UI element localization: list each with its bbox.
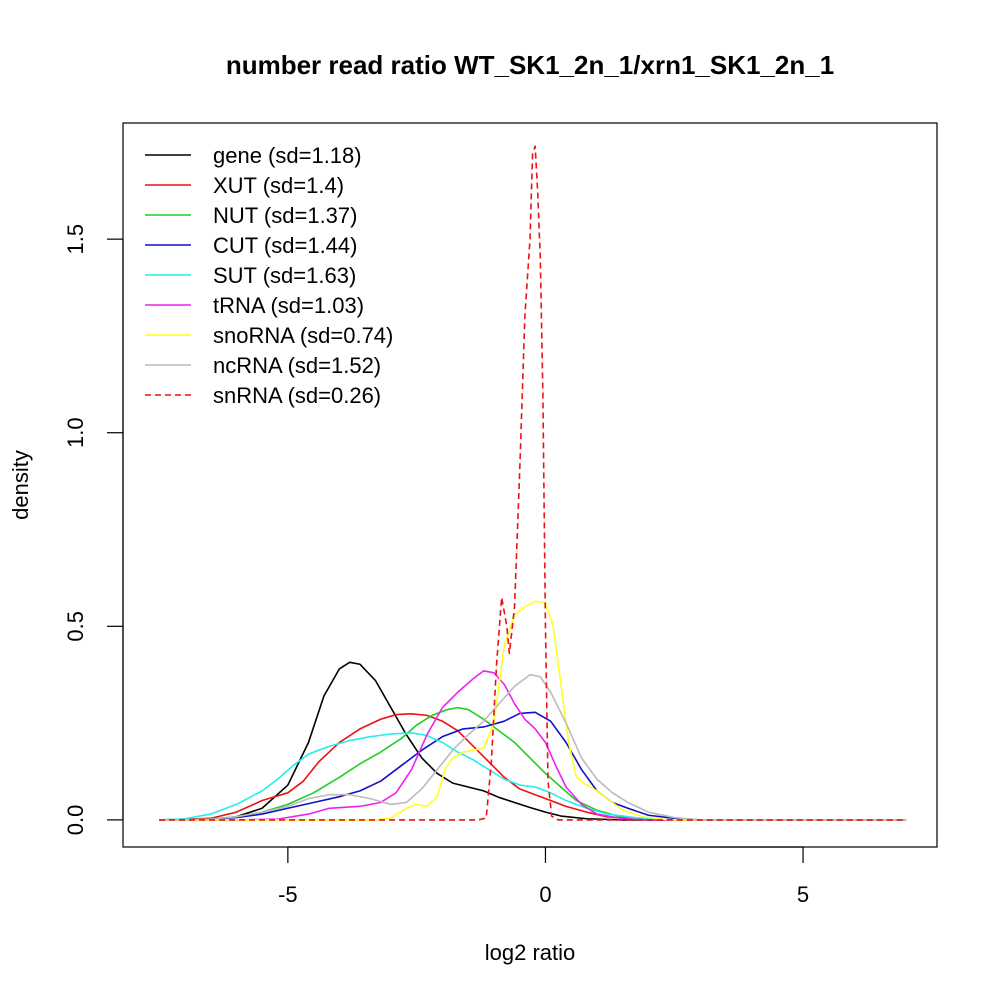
series-line-1 (159, 713, 907, 821)
y-tick-label-0: 0.0 (63, 805, 88, 836)
series-line-5 (159, 670, 907, 821)
y-tick-label-2: 1.0 (63, 417, 88, 448)
x-axis-label: log2 ratio (485, 940, 576, 965)
series-line-8 (159, 145, 907, 821)
y-tick-label-3: 1.5 (63, 224, 88, 255)
series-layer (159, 145, 907, 821)
series-line-0 (159, 661, 907, 821)
x-axis: -5 0 5 (278, 846, 809, 907)
y-axis-label: density (8, 450, 33, 520)
series-line-2 (159, 706, 907, 821)
plot-area-frame (122, 122, 938, 848)
legend-label-5: tRNA (sd=1.03) (213, 293, 364, 318)
legend-label-1: XUT (sd=1.4) (213, 173, 344, 198)
y-tick-label-1: 0.5 (63, 611, 88, 642)
x-tick-label-0: -5 (278, 882, 298, 907)
legend-label-3: CUT (sd=1.44) (213, 233, 357, 258)
legend-label-8: snRNA (sd=0.26) (213, 383, 381, 408)
series-line-6 (159, 600, 907, 821)
y-axis: 0.0 0.5 1.0 1.5 (63, 224, 124, 836)
legend-label-0: gene (sd=1.18) (213, 143, 362, 168)
legend-label-6: snoRNA (sd=0.74) (213, 323, 393, 348)
series-line-7 (159, 673, 907, 821)
legend-label-2: NUT (sd=1.37) (213, 203, 357, 228)
legend: gene (sd=1.18) XUT (sd=1.4) NUT (sd=1.37) C… (145, 143, 393, 408)
series-line-3 (159, 711, 907, 821)
legend-label-4: SUT (sd=1.63) (213, 263, 356, 288)
series-line-4 (159, 731, 907, 821)
x-tick-label-1: 0 (539, 882, 551, 907)
chart-title: number read ratio WT_SK1_2n_1/xrn1_SK1_2… (226, 50, 834, 80)
x-tick-label-2: 5 (797, 882, 809, 907)
legend-label-7: ncRNA (sd=1.52) (213, 353, 381, 378)
